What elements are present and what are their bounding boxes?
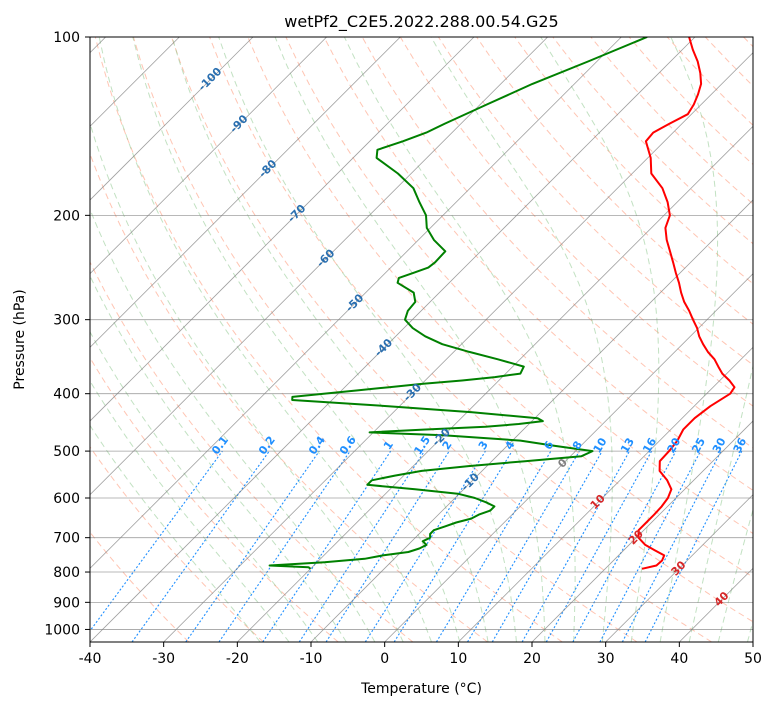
moist-adiabat-label: 20 xyxy=(626,527,646,547)
dry-adiabat-line xyxy=(210,37,775,642)
isotherm-line xyxy=(90,37,695,642)
moist-adiabat-line xyxy=(0,37,318,642)
moist-adiabat-line xyxy=(0,37,260,642)
temperature-line xyxy=(639,37,735,569)
moist-adiabat-line xyxy=(344,37,575,642)
moist-adiabat-line xyxy=(44,37,375,642)
profile-lines xyxy=(270,37,735,569)
mixing-ratio-label: 30 xyxy=(710,435,729,455)
moist-adiabat-line xyxy=(431,37,612,642)
mixing-ratio-line xyxy=(219,451,350,642)
dry-adiabat-label: -80 xyxy=(256,157,279,180)
dry-adiabat-label: -50 xyxy=(343,291,366,314)
moist-adiabat-line xyxy=(718,37,775,642)
dry-adiabat-line xyxy=(477,37,775,642)
dry-adiabat-line xyxy=(591,37,775,642)
isotherm-line xyxy=(606,37,775,642)
x-tick-label: 50 xyxy=(744,651,762,667)
y-tick-label: 1000 xyxy=(44,622,80,638)
dry-adiabat-line xyxy=(667,37,775,642)
y-tick-label: 400 xyxy=(53,387,80,403)
x-tick-label: 20 xyxy=(523,651,541,667)
y-tick-label: 700 xyxy=(53,531,80,547)
x-tick-label: -40 xyxy=(79,651,102,667)
isotherm-line xyxy=(0,37,253,642)
x-tick-label: 10 xyxy=(449,651,467,667)
dry-adiabat-line xyxy=(57,37,488,642)
isotherm-line xyxy=(532,37,775,642)
plot-frame xyxy=(90,37,753,642)
dry-adiabat-line xyxy=(0,37,338,642)
moist-adiabat-line xyxy=(21,37,347,642)
isotherm-line xyxy=(0,37,400,642)
isotherm-line xyxy=(311,37,775,642)
mixing-ratio-line xyxy=(645,451,742,642)
isotherm-line xyxy=(0,37,327,642)
y-tick-label: 300 xyxy=(53,313,80,329)
mixing-ratio-label: 0.6 xyxy=(337,433,359,457)
dry-adiabat-line xyxy=(95,37,562,642)
isotherm-line xyxy=(164,37,769,642)
isotherm-line xyxy=(753,37,775,642)
isotherm-line xyxy=(237,37,775,642)
y-axis-label: Pressure (hPa) xyxy=(12,289,28,389)
x-tick-label: 40 xyxy=(670,651,688,667)
dry-adiabat-label: -100 xyxy=(196,65,225,94)
mixing-ratio-label: 3 xyxy=(476,439,491,452)
mixing-ratio-label: 25 xyxy=(689,436,708,456)
dry-adiabat-label: -90 xyxy=(227,112,250,135)
dry-adiabat-label: -10 xyxy=(459,470,482,493)
moist-adiabat-label: 40 xyxy=(712,589,732,609)
dry-adiabat-line xyxy=(172,37,712,642)
x-tick-label: 0 xyxy=(380,651,389,667)
isotherm-line xyxy=(679,37,775,642)
dry-adiabat-line xyxy=(0,37,263,642)
x-axis-label: Temperature (°C) xyxy=(360,681,482,697)
mixing-ratio-label: 10 xyxy=(591,435,610,455)
y-axis-ticks: 100 200 300 400 500 600 700 800 900 1000 xyxy=(44,30,90,638)
y-tick-label: 900 xyxy=(53,595,80,611)
mixing-ratio-label: 6 xyxy=(541,438,556,452)
dewpoint-line xyxy=(270,37,647,569)
dry-adiabat-line xyxy=(515,37,775,642)
moist-adiabat-line xyxy=(689,37,775,642)
x-tick-label: -30 xyxy=(152,651,175,667)
dry-adiabat-label: -60 xyxy=(314,246,337,269)
mixing-ratio-label: 0.2 xyxy=(256,434,278,457)
moist-adiabat-line xyxy=(0,37,289,642)
dry-adiabat-line xyxy=(19,37,413,642)
mixing-ratio-line xyxy=(573,451,676,642)
dry-adiabat-label: -70 xyxy=(285,202,308,225)
moist-adiabat-line xyxy=(541,37,659,642)
y-tick-label: 500 xyxy=(53,444,80,460)
dry-adiabat-line xyxy=(744,37,775,642)
moist-adiabat-line xyxy=(172,37,488,642)
mixing-ratio-label: 0.1 xyxy=(209,434,231,457)
dry-adiabat-line xyxy=(0,37,189,642)
isotherm-line xyxy=(458,37,775,642)
dry-adiabat-line xyxy=(438,37,775,642)
mixing-ratio-label: 0.4 xyxy=(306,433,328,457)
x-axis-ticks: -40 -30 -20 -10 0 10 20 30 40 50 xyxy=(79,642,762,667)
x-tick-label: 30 xyxy=(597,651,615,667)
x-tick-label: -20 xyxy=(226,651,249,667)
y-tick-label: 600 xyxy=(53,491,80,507)
x-tick-label: -10 xyxy=(300,651,323,667)
moist-adiabat-label: 30 xyxy=(669,558,689,578)
isotherm-line xyxy=(385,37,775,642)
y-tick-label: 200 xyxy=(53,208,80,224)
mixing-ratio-line xyxy=(299,451,424,642)
mixing-ratio-line xyxy=(326,451,449,642)
y-tick-label: 100 xyxy=(53,30,80,46)
y-tick-label: 800 xyxy=(53,565,80,581)
isotherm-line xyxy=(16,37,621,642)
dry-adiabat-line xyxy=(705,37,775,642)
isotherm-line xyxy=(0,37,548,642)
moist-adiabat-line xyxy=(219,37,517,642)
chart-title: wetPf2_C2E5.2022.288.00.54.G25 xyxy=(284,12,558,32)
